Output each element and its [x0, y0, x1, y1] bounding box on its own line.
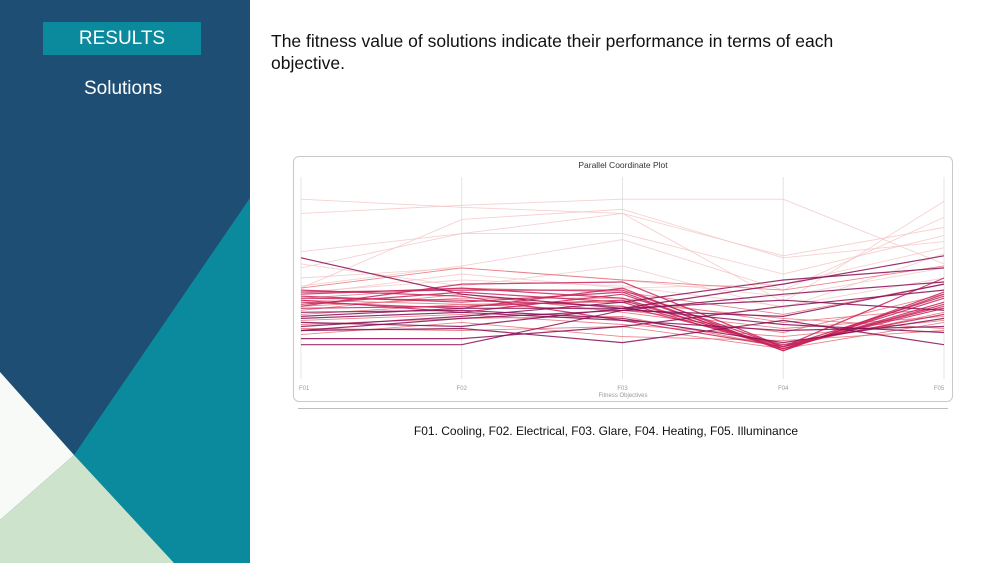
solution-line	[300, 265, 945, 291]
sidebar-shapes	[0, 0, 250, 563]
sidebar-white-triangle	[0, 372, 74, 520]
solution-lines	[300, 198, 945, 352]
objective-caption: F01. Cooling, F02. Electrical, F03. Glar…	[413, 424, 799, 438]
axis-tick-labels: F01 F02 F03 F04 F05	[299, 386, 945, 392]
chart-title: Parallel Coordinate Plot	[578, 160, 668, 170]
solution-line	[300, 299, 945, 348]
tick-label-f01: F01	[299, 386, 310, 392]
solution-line	[300, 277, 945, 348]
tick-label-f02: F02	[457, 386, 468, 392]
solution-line	[300, 212, 945, 257]
section-label: RESULTS	[43, 22, 201, 55]
solution-line	[300, 277, 945, 307]
solution-line	[300, 319, 945, 346]
solution-line	[300, 321, 945, 342]
tick-label-f04: F04	[778, 386, 789, 392]
solution-line	[301, 283, 945, 346]
solution-line	[300, 293, 945, 350]
solution-line	[300, 233, 945, 275]
solution-line	[300, 289, 945, 348]
solution-line	[300, 311, 945, 332]
solution-line	[301, 289, 945, 340]
slide-headline: The fitness value of solutions indicate …	[271, 31, 834, 73]
solution-line	[300, 216, 945, 291]
tick-label-f03: F03	[617, 386, 628, 392]
sidebar-mint-triangle	[0, 455, 174, 563]
divider-line	[298, 408, 948, 409]
solution-line	[300, 287, 945, 352]
sidebar-teal-triangle	[74, 198, 250, 563]
sidebar-decoration	[0, 0, 250, 563]
solution-line	[300, 257, 945, 334]
section-subtitle: Solutions	[84, 78, 163, 99]
solution-line	[300, 267, 945, 328]
chart-svg: Parallel Coordinate Plot F01 F02 F03 F04 F05…	[299, 160, 945, 399]
parallel-coordinate-chart: Parallel Coordinate Plot F01 F02 F03 F04 F05…	[293, 156, 953, 402]
solution-line	[300, 311, 945, 348]
solution-line	[300, 208, 945, 289]
tick-label-f05: F05	[934, 386, 945, 392]
solution-line	[300, 198, 945, 265]
axis-gridlines	[300, 177, 945, 379]
x-axis-label: Fitness Objectives	[598, 393, 647, 399]
